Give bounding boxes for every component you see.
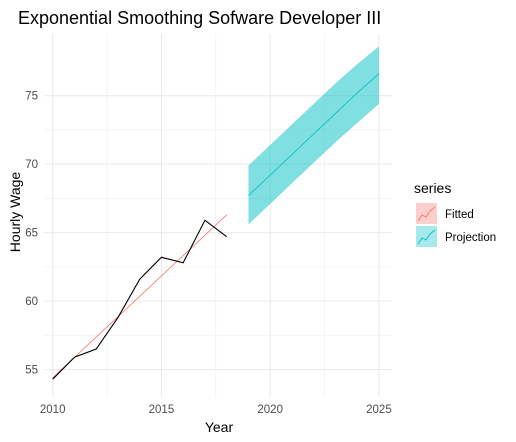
legend-label: Fitted — [445, 209, 474, 221]
legend: series Fitted Projection — [414, 180, 496, 247]
y-axis-title: Hourly Wage — [7, 172, 23, 253]
y-tick-label: 65 — [25, 228, 38, 240]
chart-title: Exponential Smoothing Sofware Developer … — [18, 8, 381, 28]
y-tick-label: 75 — [25, 91, 38, 103]
plot-panel — [44, 34, 392, 397]
x-axis-ticks: 2010 2015 2020 2025 — [40, 404, 392, 416]
legend-title: series — [414, 180, 451, 196]
prediction-interval-ribbons — [248, 46, 379, 225]
x-tick-label: 2020 — [257, 404, 283, 416]
legend-items: Fitted Projection — [416, 203, 496, 247]
x-tick-label: 2015 — [149, 404, 175, 416]
fitted-line — [52, 214, 227, 379]
y-tick-label: 70 — [25, 159, 38, 171]
x-axis-title: Year — [205, 419, 234, 435]
y-axis-ticks: 55 60 65 70 75 — [25, 91, 38, 377]
projection-line — [248, 73, 380, 196]
y-tick-label: 60 — [25, 296, 38, 308]
legend-label: Projection — [445, 232, 496, 244]
legend-key-fill — [416, 226, 437, 247]
legend-item-projection: Projection — [416, 226, 496, 247]
series-lines — [52, 73, 380, 380]
legend-item-fitted: Fitted — [416, 203, 474, 224]
observed-line — [52, 219, 228, 380]
legend-key-line — [417, 229, 436, 245]
legend-key-line — [417, 206, 436, 222]
x-tick-label: 2010 — [40, 404, 66, 416]
legend-key-fill — [416, 203, 437, 224]
x-tick-label: 2025 — [366, 404, 392, 416]
projection-interval-ribbon — [248, 46, 379, 225]
y-tick-label: 55 — [25, 365, 38, 377]
